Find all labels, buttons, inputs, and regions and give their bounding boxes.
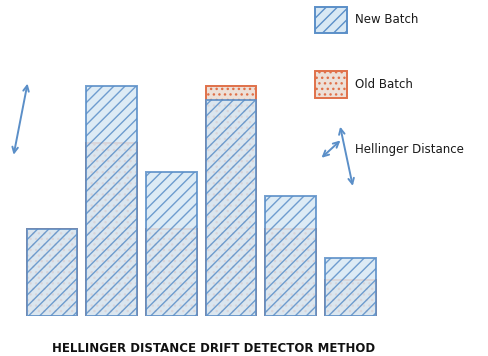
Text: HELLINGER DISTANCE DRIFT DETECTOR METHOD: HELLINGER DISTANCE DRIFT DETECTOR METHOD [51, 342, 374, 355]
Bar [26, 229, 77, 316]
Bar [265, 196, 315, 316]
Bar [205, 86, 256, 316]
Text: Hellinger Distance: Hellinger Distance [354, 143, 463, 156]
Bar [86, 143, 137, 316]
Bar [325, 258, 375, 316]
Text: New Batch: New Batch [354, 13, 417, 26]
Bar [145, 229, 196, 316]
Bar [145, 172, 196, 316]
Bar [26, 229, 77, 316]
Bar [314, 71, 346, 98]
Bar [314, 6, 346, 33]
Bar [265, 229, 315, 316]
Bar [86, 86, 137, 316]
Bar [205, 100, 256, 316]
Text: Old Batch: Old Batch [354, 78, 411, 91]
Bar [325, 280, 375, 316]
